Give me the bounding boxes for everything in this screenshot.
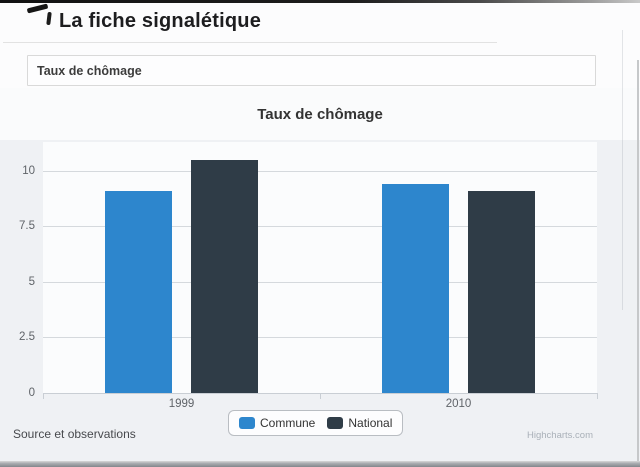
bar-commune-1999[interactable] (105, 190, 172, 393)
legend-item-national[interactable]: National (327, 416, 392, 430)
y-axis-label: 7.5 (19, 220, 35, 233)
chart-card-top (0, 88, 640, 140)
y-axis-label: 5 (28, 275, 35, 288)
y-gridline (43, 281, 597, 283)
scan-bottom-edge (0, 461, 640, 467)
chart-legend: Commune National (228, 410, 404, 436)
scan-right-edge (637, 60, 639, 462)
legend-swatch-icon (327, 417, 344, 429)
bar-commune-2010[interactable] (382, 184, 449, 393)
y-axis-label: 10 (22, 164, 35, 177)
y-gridline (43, 170, 597, 172)
section-header-label: Taux de chômage (37, 63, 142, 78)
legend-label: National (348, 416, 393, 430)
bar-national-1999[interactable] (191, 159, 258, 393)
y-axis-label: 2.5 (19, 331, 35, 344)
y-axis-label: 0 (28, 387, 35, 399)
x-axis-tick (320, 393, 321, 399)
x-axis-tick (597, 393, 598, 399)
bar-national-2010[interactable] (468, 190, 535, 393)
x-axis-label: 2010 (445, 398, 472, 410)
highcharts-credits-link[interactable]: Highcharts.com (527, 430, 593, 441)
x-axis-label: 1999 (168, 398, 195, 410)
y-gridline (43, 337, 597, 339)
section-header-taux-de-chomage[interactable]: Taux de chômage (27, 55, 596, 86)
legend-swatch-icon (239, 417, 255, 429)
x-axis-tick (43, 393, 44, 399)
source-note: Source et observations (13, 427, 136, 441)
scan-crease (622, 30, 623, 310)
header-divider (3, 42, 497, 43)
legend-item-commune[interactable]: Commune (239, 416, 315, 430)
scan-top-edge (0, 0, 640, 3)
chart-title: Taux de chômage (257, 106, 383, 123)
page-title: La fiche signalétique (59, 10, 262, 32)
pen-mark (26, 3, 49, 14)
y-gridline (43, 226, 597, 228)
pen-mark (46, 11, 52, 26)
legend-label: Commune (260, 416, 316, 430)
